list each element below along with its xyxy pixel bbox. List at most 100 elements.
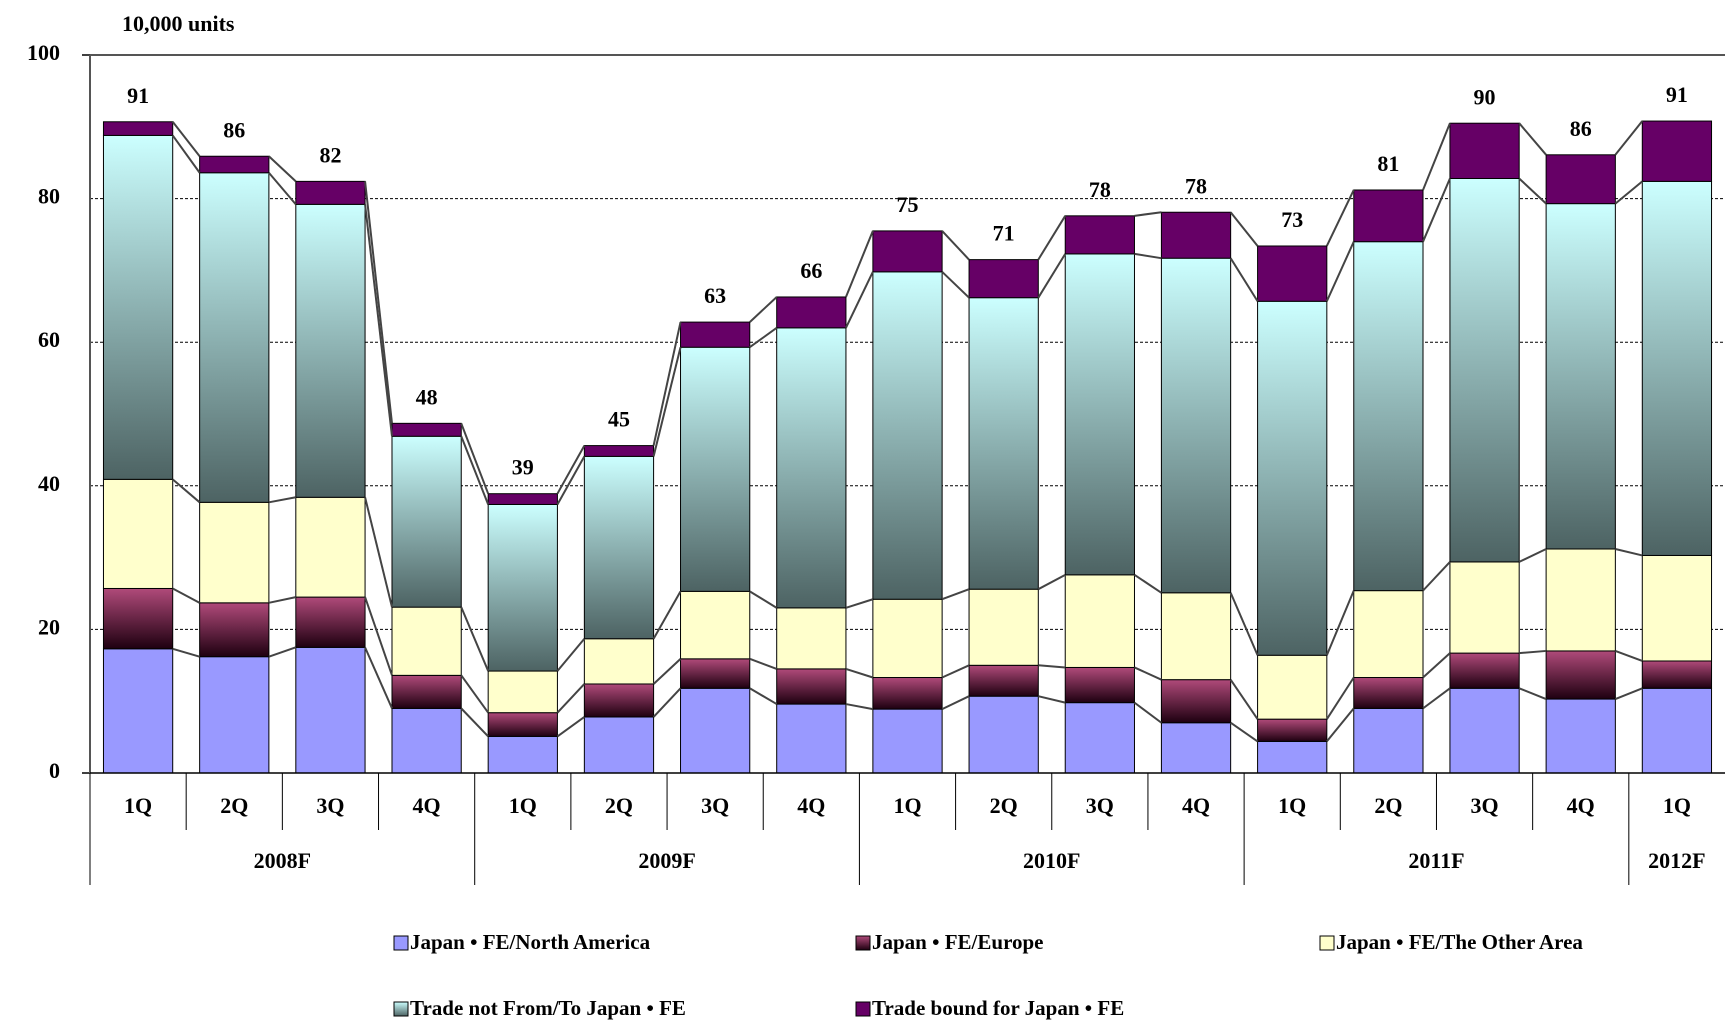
legend-label: Trade bound for Japan • FE: [872, 996, 1124, 1020]
group-label: 2009F: [638, 848, 695, 873]
bar-segment: [776, 607, 847, 670]
bar-segment: [102, 648, 174, 774]
bar-segment: [102, 478, 174, 589]
connector-line: [1134, 666, 1162, 681]
connector-line: [652, 590, 682, 640]
connector-line: [556, 455, 586, 505]
bar-segment: [1641, 660, 1713, 689]
x-tick-label: 1Q: [1663, 793, 1691, 818]
connector-line: [1133, 701, 1163, 724]
connector-line: [1229, 257, 1259, 302]
connector-line: [941, 695, 970, 710]
connector-line: [364, 204, 393, 437]
total-label: 73: [1281, 207, 1303, 232]
connector-line: [1614, 180, 1643, 205]
bar-segment: [102, 121, 174, 136]
connector-line: [460, 422, 490, 495]
total-label: 91: [1666, 82, 1688, 107]
bar-segment: [1641, 687, 1713, 774]
bar-segment: [1545, 548, 1616, 652]
connector-line: [941, 588, 970, 601]
total-label: 82: [319, 142, 341, 167]
connector-line: [1518, 177, 1547, 205]
connector-line: [556, 716, 585, 738]
bar-segment: [583, 638, 655, 685]
bar-segment: [199, 602, 270, 658]
bar-segment: [487, 712, 558, 737]
bar-segment: [1064, 574, 1135, 668]
legend-label: Trade not From/To Japan • FE: [410, 996, 686, 1020]
bar-segment: [1641, 120, 1713, 182]
x-tick-label: 2Q: [990, 793, 1018, 818]
y-tick-label: 0: [49, 758, 60, 783]
connector-line: [1229, 679, 1259, 720]
connector-line: [1326, 707, 1355, 743]
legend-label: Japan • FE/Europe: [872, 930, 1044, 954]
bar-segment: [487, 493, 558, 505]
connector-line: [749, 687, 778, 705]
connector-line: [1037, 215, 1067, 261]
bar-segment: [487, 503, 558, 672]
bar-segment: [1064, 666, 1135, 704]
bar-segment: [583, 716, 655, 774]
bar-segment: [199, 501, 270, 604]
connector-line: [1134, 252, 1162, 260]
x-tick-label: 4Q: [413, 793, 441, 818]
connector-line: [749, 296, 778, 323]
connector-line: [268, 596, 297, 604]
connector-line: [1422, 178, 1451, 243]
connector-line: [172, 478, 201, 504]
bar-segment: [680, 590, 751, 660]
bar-segment: [680, 321, 751, 348]
connector-line: [749, 590, 778, 609]
connector-line: [1037, 253, 1067, 299]
group-label: 2010F: [1023, 848, 1080, 873]
y-tick-label: 100: [27, 40, 60, 65]
bar-segment: [872, 271, 943, 600]
bar-segment: [1641, 180, 1713, 556]
connector-line: [1422, 122, 1451, 191]
connector-line: [652, 346, 682, 457]
bar-segment: [1353, 189, 1424, 243]
total-label: 91: [127, 83, 149, 108]
connector-line: [941, 271, 970, 299]
bar-segment: [968, 695, 1039, 774]
connector-line: [1325, 676, 1355, 720]
x-tick-label: 2Q: [605, 793, 633, 818]
bar-segment: [776, 296, 847, 329]
connector-line: [749, 657, 778, 670]
connector-line: [1518, 122, 1547, 156]
bar-segment: [583, 445, 655, 457]
legend-swatch: [393, 1001, 409, 1017]
group-label: 2008F: [254, 848, 311, 873]
connector-line: [652, 321, 682, 446]
x-tick-label: 4Q: [1567, 793, 1595, 818]
bar-segment: [1353, 241, 1424, 592]
total-label: 39: [512, 455, 534, 480]
bar-segment: [391, 707, 462, 774]
bar-segment: [199, 172, 270, 503]
connector-line: [1229, 211, 1259, 247]
bar-segment: [295, 496, 366, 598]
bar-segment: [1545, 154, 1616, 205]
x-tick-label: 1Q: [509, 793, 537, 818]
bar-segment: [1064, 215, 1135, 255]
bar-segment: [1353, 590, 1424, 679]
x-tick-label: 3Q: [1470, 793, 1498, 818]
legend-label: Japan • FE/North America: [410, 930, 651, 954]
connector-line: [1037, 573, 1066, 591]
connector-line: [268, 155, 297, 183]
bar-segment: [1257, 740, 1328, 774]
connector-line: [1614, 120, 1644, 156]
total-label: 63: [704, 283, 726, 308]
connector-line: [1615, 548, 1643, 557]
bar-segment: [583, 683, 655, 718]
total-label: 48: [416, 384, 438, 409]
connector-line: [364, 181, 393, 424]
x-tick-label: 1Q: [124, 793, 152, 818]
connector-line: [460, 707, 489, 738]
total-label: 90: [1474, 84, 1496, 109]
bar-segment: [102, 134, 174, 480]
bar-segment: [1160, 592, 1232, 681]
bar-segment: [1353, 707, 1424, 774]
